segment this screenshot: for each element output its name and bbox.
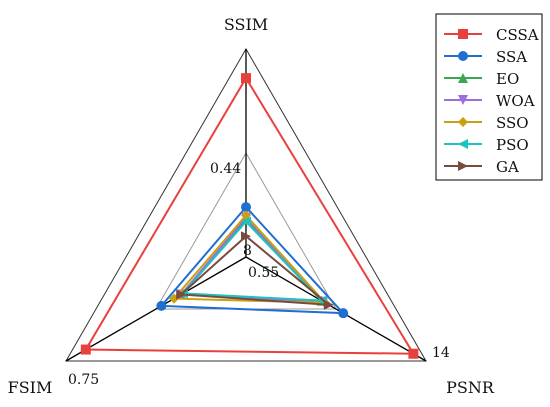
legend-label-ssa: SSA bbox=[496, 48, 527, 66]
point-ssa-psnr bbox=[338, 308, 349, 319]
axis-line-psnr bbox=[245, 256, 427, 362]
point-cssa-fsim bbox=[80, 344, 91, 355]
point-ssa-fsim bbox=[156, 300, 167, 311]
axis-line-fsim bbox=[65, 256, 247, 362]
series-line-cssa bbox=[84, 76, 416, 355]
legend-marker-ga bbox=[458, 161, 468, 171]
series-line-ga bbox=[178, 234, 332, 307]
tick-label-ssim: 0.44 bbox=[210, 161, 241, 177]
tick-label-center: 8 bbox=[243, 243, 252, 259]
legend-label-cssa: CSSA bbox=[496, 26, 539, 44]
legend-label-woa: WOA bbox=[496, 92, 535, 110]
max-label-psnr: 14 bbox=[432, 345, 450, 361]
point-ga-fsim bbox=[176, 289, 187, 300]
series-line-woa bbox=[179, 215, 326, 303]
legend-label-eo: EO bbox=[496, 70, 519, 88]
legend-marker-eo bbox=[458, 73, 468, 83]
series-line-pso bbox=[180, 220, 325, 302]
legend-label-pso: PSO bbox=[496, 136, 529, 154]
point-cssa-psnr bbox=[408, 348, 419, 359]
axis-label-ssim: SSIM bbox=[224, 15, 268, 34]
legend-marker-sso bbox=[458, 117, 468, 127]
point-ga-ssim bbox=[241, 231, 251, 242]
legend-label-ga: GA bbox=[496, 158, 519, 176]
legend-marker-woa bbox=[458, 95, 468, 105]
point-cssa-ssim bbox=[241, 73, 251, 84]
legend-box bbox=[435, 13, 543, 181]
radar-labels: SSIM PSNR FSIM 0.44 8 0.55 14 0.75 bbox=[8, 15, 495, 397]
legend-label-sso: SSO bbox=[496, 114, 529, 132]
max-label-fsim: 0.75 bbox=[68, 372, 99, 388]
series-cssa bbox=[80, 73, 419, 359]
axis-label-fsim: FSIM bbox=[8, 378, 53, 397]
point-pso-ssim bbox=[241, 216, 251, 227]
tick-label-fsim: 0.55 bbox=[248, 265, 279, 281]
axis-label-psnr: PSNR bbox=[446, 378, 495, 397]
legend: CSSA SSA EO WOA SSO PSO GA bbox=[435, 13, 543, 181]
grid-ring-0 bbox=[65, 47, 427, 362]
point-ssa-ssim bbox=[241, 202, 251, 213]
legend-marker-ssa bbox=[458, 51, 468, 61]
series-ssa bbox=[156, 202, 349, 319]
point-ga-psnr bbox=[323, 299, 334, 310]
series-line-sso bbox=[171, 213, 328, 304]
series-line-ssa bbox=[159, 205, 346, 315]
legend-marker-pso bbox=[458, 139, 468, 149]
radar-series bbox=[80, 73, 419, 359]
legend-marker-cssa bbox=[458, 29, 468, 39]
series-ga bbox=[176, 231, 334, 310]
